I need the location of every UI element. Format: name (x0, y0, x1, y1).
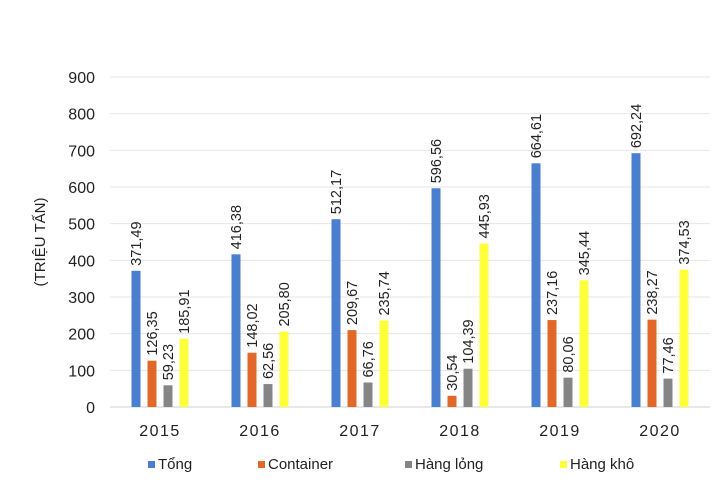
bar (647, 319, 657, 407)
bar (379, 320, 389, 407)
legend-swatch (148, 461, 155, 468)
legend-swatch (405, 461, 412, 468)
data-label: 185,91 (177, 289, 193, 333)
data-label: 692,24 (629, 104, 645, 148)
data-label: 66,76 (361, 341, 377, 377)
data-label: 126,35 (145, 311, 161, 355)
data-label: 59,23 (161, 344, 177, 380)
bar (179, 338, 189, 407)
data-label: 30,54 (445, 355, 461, 391)
bar (631, 153, 641, 407)
data-label: 62,56 (261, 343, 277, 379)
bar (231, 254, 241, 407)
data-label: 374,53 (677, 220, 693, 264)
y-tick-label: 300 (68, 290, 95, 307)
y-tick-label: 600 (68, 180, 95, 197)
data-label: 445,93 (477, 194, 493, 238)
bar (479, 243, 489, 407)
x-tick-label: 2016 (239, 423, 281, 440)
y-tick-label: 900 (68, 70, 95, 87)
data-label: 512,17 (329, 170, 345, 214)
data-label: 209,67 (345, 281, 361, 325)
y-tick-label: 0 (86, 400, 95, 417)
legend-item: Tổng (148, 456, 192, 473)
y-tick-label: 800 (68, 107, 95, 124)
bar (679, 269, 689, 407)
bar-chart: 0 100 200 300 400 500 600 700 800 900 (TRIỆU TẤN) 2… (32, 70, 710, 440)
y-tick-label: 100 (68, 363, 95, 380)
y-tick-label: 400 (68, 253, 95, 270)
y-tick-label: 200 (68, 327, 95, 344)
bar (363, 382, 373, 407)
bar (463, 368, 473, 407)
y-tick-label: 700 (68, 143, 95, 160)
legend-item: Container (258, 456, 333, 473)
data-label: 77,46 (661, 337, 677, 373)
data-label: 205,80 (277, 282, 293, 326)
y-axis-label: (TRIỆU TẤN) (32, 198, 49, 287)
bar (147, 360, 157, 407)
data-label: 596,56 (429, 139, 445, 183)
bar (431, 188, 441, 407)
data-label: 416,38 (229, 205, 245, 249)
legend-swatch (560, 461, 567, 468)
data-label: 104,39 (461, 319, 477, 363)
bar (579, 280, 589, 407)
bar (531, 163, 541, 407)
legend-item: Hàng lỏng (405, 456, 483, 473)
data-label: 345,44 (577, 231, 593, 275)
x-tick-label: 2019 (539, 423, 581, 440)
bar (263, 384, 273, 407)
x-tick-label: 2018 (439, 423, 481, 440)
legend-label: Container (268, 456, 334, 473)
bar (347, 330, 357, 407)
bar (279, 331, 289, 407)
bar (247, 352, 257, 407)
bar (163, 385, 173, 407)
data-label: 664,61 (529, 114, 545, 158)
bar (447, 395, 457, 407)
data-label: 237,16 (545, 271, 561, 315)
legend-label: Hàng lỏng (415, 456, 484, 473)
bar (563, 377, 573, 407)
x-tick-label: 2020 (639, 423, 681, 440)
bar (131, 270, 141, 407)
bar (663, 378, 673, 407)
legend-label: Hàng khô (570, 456, 635, 473)
legend-label: Tổng (158, 456, 193, 473)
bar (331, 219, 341, 407)
bar (547, 320, 557, 407)
x-tick-label: 2017 (339, 423, 381, 440)
data-label: 235,74 (377, 271, 393, 315)
legend-swatch (258, 461, 265, 468)
y-tick-label: 500 (68, 217, 95, 234)
data-label: 80,06 (561, 336, 577, 372)
legend-item: Hàng khô (560, 456, 634, 473)
data-label: 371,49 (129, 221, 145, 265)
data-label: 148,02 (245, 303, 261, 347)
x-tick-label: 2015 (139, 423, 181, 440)
data-label: 238,27 (645, 270, 661, 314)
